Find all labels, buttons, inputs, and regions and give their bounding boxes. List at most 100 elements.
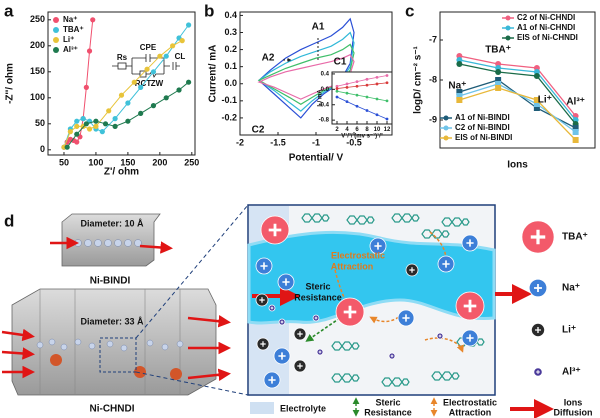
legend-label: EIS of Ni-CHNDI	[517, 33, 578, 42]
point	[365, 77, 369, 81]
peak-label: A2	[262, 53, 275, 64]
y-tick-label: 0.1	[224, 61, 237, 71]
legend-marker	[53, 27, 59, 33]
point	[86, 126, 93, 132]
x-tick-label: 250	[184, 157, 199, 167]
ion-charge	[390, 354, 394, 358]
legend-label: Diffusion	[554, 407, 593, 417]
legend-label: EIS of Ni-BINDI	[455, 133, 512, 142]
x-tick-label: -1.5	[270, 137, 286, 147]
ion-charge	[535, 327, 541, 333]
point	[495, 69, 502, 75]
y-tick-label: 250	[30, 14, 45, 24]
legend-swatch	[250, 402, 274, 414]
point	[375, 97, 379, 101]
circuit-label: CL	[175, 52, 186, 61]
y-axis-label: Current/ mA	[208, 45, 219, 103]
point	[163, 53, 169, 59]
ion-charge	[530, 229, 546, 245]
ion-charge	[534, 284, 542, 292]
y-axis-label: -Z''/ ohm	[5, 63, 16, 104]
legend-label: TBA⁺	[63, 25, 84, 34]
ion-charge	[466, 334, 474, 342]
point	[74, 118, 80, 124]
ion-charge	[282, 278, 290, 286]
x-axis-label: V¹/²/ (mv s⁻¹)¹/²	[341, 133, 383, 140]
resistance-label: Resistance	[294, 292, 342, 302]
point	[355, 104, 359, 108]
ion-legend-label: Na⁺	[562, 283, 580, 294]
point	[533, 101, 540, 107]
ion-legend-label: Li⁺	[562, 325, 576, 336]
resistor	[117, 62, 127, 70]
legend-label: Attraction	[449, 407, 492, 417]
legend-label: Electrolyte	[280, 403, 326, 413]
point	[375, 75, 379, 79]
legend-label: Resistance	[364, 407, 412, 417]
point	[495, 77, 502, 83]
x-tick-label: 150	[120, 157, 135, 167]
x-tick-label: 10	[374, 127, 381, 133]
point	[186, 22, 192, 28]
legend-marker	[53, 17, 59, 23]
point	[67, 129, 73, 135]
ion-charge	[536, 370, 540, 374]
x-tick-label: -1	[312, 137, 320, 147]
ion-charge	[297, 363, 303, 369]
y-tick-label: 0	[40, 144, 45, 154]
point	[355, 84, 359, 88]
point	[456, 97, 463, 103]
peak-label: C1	[334, 57, 347, 68]
legend-label: Li⁺	[63, 35, 74, 44]
ion-charge	[402, 314, 410, 322]
legend-marker	[505, 25, 511, 31]
circuit-label: CPE	[140, 43, 157, 52]
panel-letters: a b c d	[4, 1, 414, 230]
legend-label: Electrostatic	[443, 397, 497, 407]
material-label: Ni-CHNDI	[90, 404, 135, 415]
ion-legend: TBA⁺ Na⁺ Li⁺ Al³⁺	[521, 220, 588, 378]
panel-letter: d	[4, 211, 14, 230]
legend-marker	[505, 15, 511, 21]
point	[118, 92, 125, 98]
legend-label: A1 of Ni-BINDI	[455, 113, 510, 122]
ion-charge	[280, 320, 284, 324]
point	[74, 139, 80, 145]
point	[385, 117, 389, 121]
ion-charge	[270, 306, 274, 310]
point	[86, 48, 93, 54]
legend-marker	[443, 135, 449, 141]
series-line	[459, 59, 577, 121]
legend-label: Al³⁺	[63, 45, 78, 54]
point	[365, 95, 369, 99]
point	[74, 131, 80, 137]
y-tick-label: -8	[429, 74, 437, 84]
diameter-label: Diameter: 33 Å	[80, 316, 144, 326]
point	[385, 74, 389, 77]
x-axis-label: Potential/ V	[289, 153, 344, 164]
point	[456, 89, 463, 95]
attraction-label: Attraction	[331, 261, 374, 271]
x-tick-label: 100	[88, 157, 103, 167]
point	[456, 93, 463, 99]
point	[375, 82, 379, 86]
point	[186, 79, 192, 85]
ion-charge	[260, 341, 266, 347]
point	[99, 129, 105, 135]
point	[345, 82, 349, 86]
y-tick-label: 0.4	[224, 10, 237, 20]
panel-letter: c	[405, 1, 414, 20]
point	[150, 103, 157, 109]
legend-label: A1 of Ni-CHNDI	[517, 23, 575, 32]
ion-charge	[409, 267, 415, 273]
point	[106, 108, 112, 114]
point	[176, 87, 182, 93]
point	[170, 43, 176, 49]
point	[365, 109, 369, 112]
x-tick-label: 8	[365, 127, 369, 133]
category-label: Li⁺	[538, 95, 552, 106]
channel	[247, 230, 496, 325]
ion-charge	[297, 331, 303, 337]
y-axis-label: Iₚ/ mA	[318, 89, 324, 107]
ion-charge	[268, 223, 282, 237]
